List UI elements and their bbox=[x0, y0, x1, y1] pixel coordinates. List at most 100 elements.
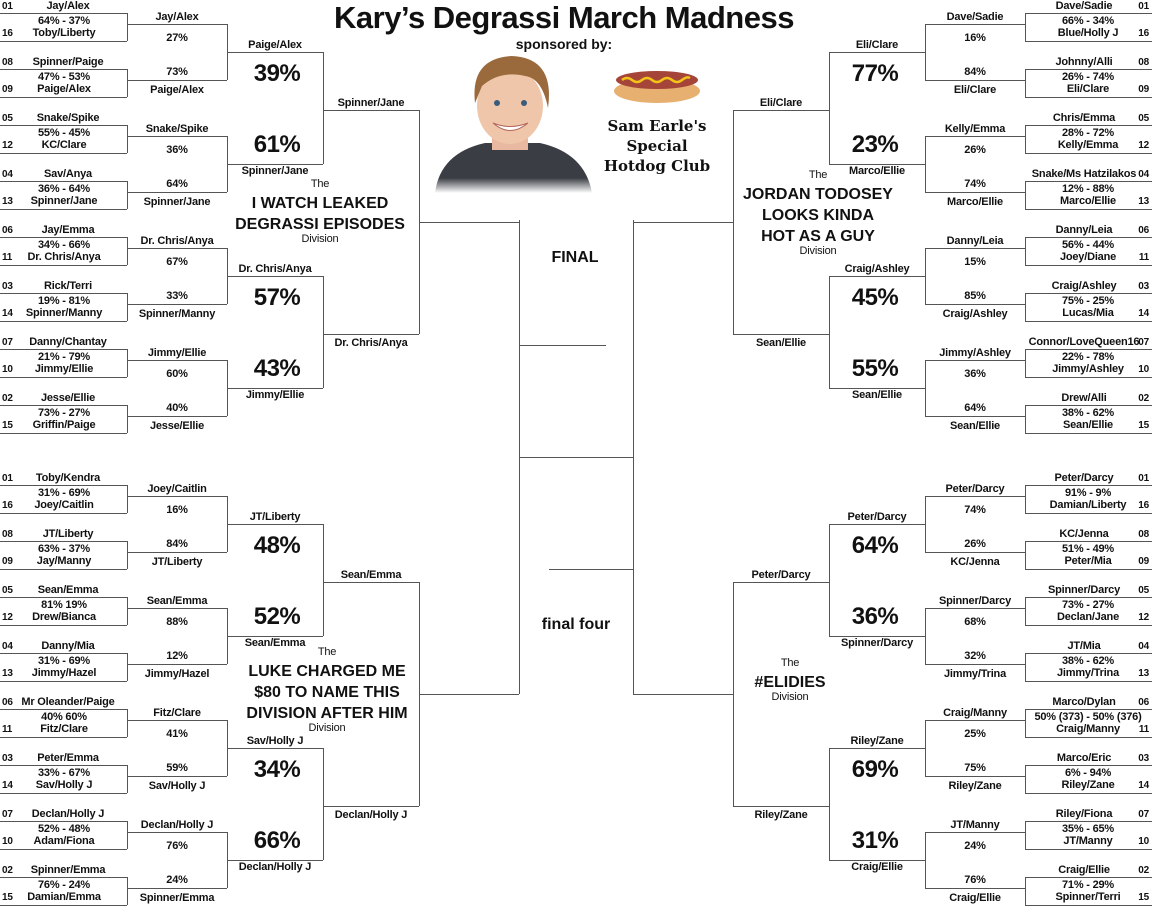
team-name: Spinner/Manny bbox=[138, 308, 216, 320]
division-name: I WATCH LEAKED bbox=[251, 195, 389, 212]
bracket-line bbox=[925, 608, 1025, 609]
vote-percent: 76% bbox=[166, 840, 188, 852]
bracket-line bbox=[227, 860, 323, 861]
bracket-line bbox=[925, 24, 1025, 25]
vote-percent: 59% bbox=[166, 762, 188, 774]
seed-number: 13 bbox=[1138, 668, 1149, 679]
bracket-line bbox=[323, 276, 324, 388]
team-name: Peter/Darcy bbox=[1054, 472, 1114, 484]
final-line bbox=[519, 345, 606, 346]
vote-percent-large: 52% bbox=[253, 603, 301, 630]
matchup-line bbox=[1025, 69, 1026, 97]
matchup-line bbox=[0, 97, 127, 98]
vote-percent: 36% bbox=[166, 144, 188, 156]
bracket-line bbox=[733, 110, 734, 334]
vote-percent: 32% bbox=[964, 650, 986, 662]
team-name: Spinner/Jane bbox=[241, 165, 309, 177]
vote-percent: 33% bbox=[166, 290, 188, 302]
bracket-line bbox=[925, 304, 1025, 305]
team-name: Danny/Leia bbox=[1055, 224, 1113, 236]
team-name: Craig/Manny bbox=[943, 707, 1007, 719]
vote-percent: 75% bbox=[964, 762, 986, 774]
matchup-score: 31% - 69% bbox=[37, 655, 91, 667]
team-name: Kelly/Emma bbox=[944, 123, 1006, 135]
bracket-line bbox=[925, 664, 1025, 665]
matchup-line bbox=[1025, 821, 1152, 822]
matchup-line bbox=[127, 597, 128, 625]
matchup-line bbox=[1025, 13, 1152, 14]
vote-percent-large: 66% bbox=[253, 827, 301, 854]
team-name: Mr Oleander/Paige bbox=[21, 696, 115, 708]
bracket-line bbox=[925, 776, 1025, 777]
bracket-line bbox=[227, 276, 323, 277]
team-name: Fitz/Clare bbox=[40, 723, 88, 735]
seed-number: 09 bbox=[1138, 556, 1149, 567]
team-name: Paige/Alex bbox=[37, 83, 91, 95]
matchup-line bbox=[1025, 709, 1026, 737]
seed-number: 01 bbox=[1138, 1, 1149, 12]
team-name: Damian/Emma bbox=[27, 891, 101, 903]
bracket-line bbox=[925, 720, 926, 776]
matchup-line bbox=[1025, 209, 1152, 210]
bracket-line bbox=[829, 524, 925, 525]
matchup-score: 38% - 62% bbox=[1061, 655, 1115, 667]
vote-percent-large: 34% bbox=[253, 756, 301, 783]
bracket-line bbox=[829, 748, 925, 749]
bracket-line bbox=[227, 164, 323, 165]
vote-percent-large: 36% bbox=[851, 603, 899, 630]
matchup-line bbox=[1025, 433, 1152, 434]
team-name: Peter/Darcy bbox=[945, 483, 1005, 495]
team-name: Sean/Ellie bbox=[950, 420, 1000, 432]
bracket-line bbox=[227, 748, 323, 749]
bracket-line bbox=[127, 720, 227, 721]
seed-number: 14 bbox=[2, 780, 13, 791]
team-name: Jimmy/Ashley bbox=[1052, 363, 1124, 375]
bracket-line bbox=[127, 664, 227, 665]
final-line bbox=[519, 457, 633, 458]
matchup-line bbox=[0, 821, 127, 822]
vote-percent-large: 48% bbox=[253, 532, 301, 559]
division-final-line bbox=[633, 222, 733, 223]
matchup-line bbox=[0, 541, 127, 542]
seed-number: 03 bbox=[2, 753, 13, 764]
matchup-line bbox=[1025, 821, 1026, 849]
team-name: Peter/Mia bbox=[1064, 555, 1112, 567]
seed-number: 03 bbox=[2, 281, 13, 292]
seed-number: 04 bbox=[2, 641, 13, 652]
bracket-line bbox=[925, 360, 926, 416]
division-suffix: Division bbox=[301, 233, 339, 245]
seed-number: 16 bbox=[1138, 500, 1149, 511]
team-name: Spinner/Manny bbox=[25, 307, 103, 319]
division-final-line bbox=[633, 694, 733, 695]
matchup-line bbox=[127, 485, 128, 513]
team-name: Riley/Zane bbox=[948, 780, 1002, 792]
seed-number: 15 bbox=[2, 892, 13, 903]
matchup-score: 28% - 72% bbox=[1061, 127, 1115, 139]
matchup-line bbox=[1025, 793, 1152, 794]
matchup-line bbox=[0, 849, 127, 850]
vote-percent: 24% bbox=[964, 840, 986, 852]
team-name: Craig/Manny bbox=[1056, 723, 1120, 735]
team-name: Adam/Fiona bbox=[33, 835, 95, 847]
team-name: Peter/Darcy bbox=[847, 511, 907, 523]
matchup-score: 6% - 94% bbox=[1064, 767, 1112, 779]
matchup-score: 33% - 67% bbox=[37, 767, 91, 779]
division-suffix: Division bbox=[771, 691, 809, 703]
team-name: JT/Liberty bbox=[249, 511, 301, 523]
vote-percent-large: 55% bbox=[851, 355, 899, 382]
vote-percent: 64% bbox=[166, 178, 188, 190]
team-name: Sav/Holly J bbox=[148, 780, 206, 792]
matchup-line bbox=[1025, 653, 1026, 681]
bracket-line bbox=[925, 552, 1025, 553]
vote-percent: 25% bbox=[964, 728, 986, 740]
bracket-line bbox=[127, 360, 227, 361]
team-name: Sean/Emma bbox=[37, 584, 99, 596]
team-name: Riley/Fiona bbox=[1055, 808, 1113, 820]
matchup-line bbox=[1025, 125, 1152, 126]
vote-percent: 60% bbox=[166, 368, 188, 380]
matchup-line bbox=[127, 821, 128, 849]
vote-percent: 41% bbox=[166, 728, 188, 740]
bracket-line bbox=[127, 552, 227, 553]
bracket-line bbox=[323, 334, 419, 335]
